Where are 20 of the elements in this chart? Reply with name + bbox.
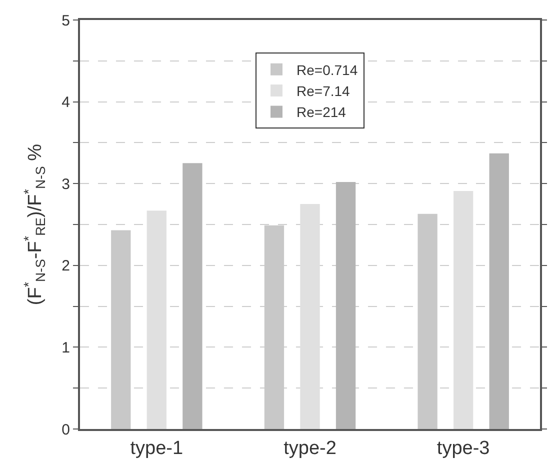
y-tick-label: 1 [62, 339, 70, 356]
bar [336, 182, 356, 429]
bar [453, 190, 474, 429]
bar [489, 153, 509, 429]
x-tick-label: type-1 [130, 438, 184, 459]
legend-label: Re=0.714 [296, 62, 358, 78]
y-tick-label: 4 [62, 94, 70, 112]
legend-label: Re=7.14 [296, 82, 350, 99]
bar [300, 204, 320, 429]
bar [111, 230, 131, 429]
y-tick-label: 3 [62, 176, 70, 193]
legend-label: Re=214 [296, 104, 346, 120]
bar [182, 163, 202, 429]
y-tick-label: 5 [62, 12, 70, 30]
y-tick-label: 2 [62, 258, 70, 275]
x-tick-label: type-2 [284, 438, 336, 459]
bar [146, 210, 167, 429]
bar [418, 214, 438, 429]
x-tick-label: type-3 [436, 438, 490, 459]
y-tick-label: 0 [62, 421, 70, 438]
